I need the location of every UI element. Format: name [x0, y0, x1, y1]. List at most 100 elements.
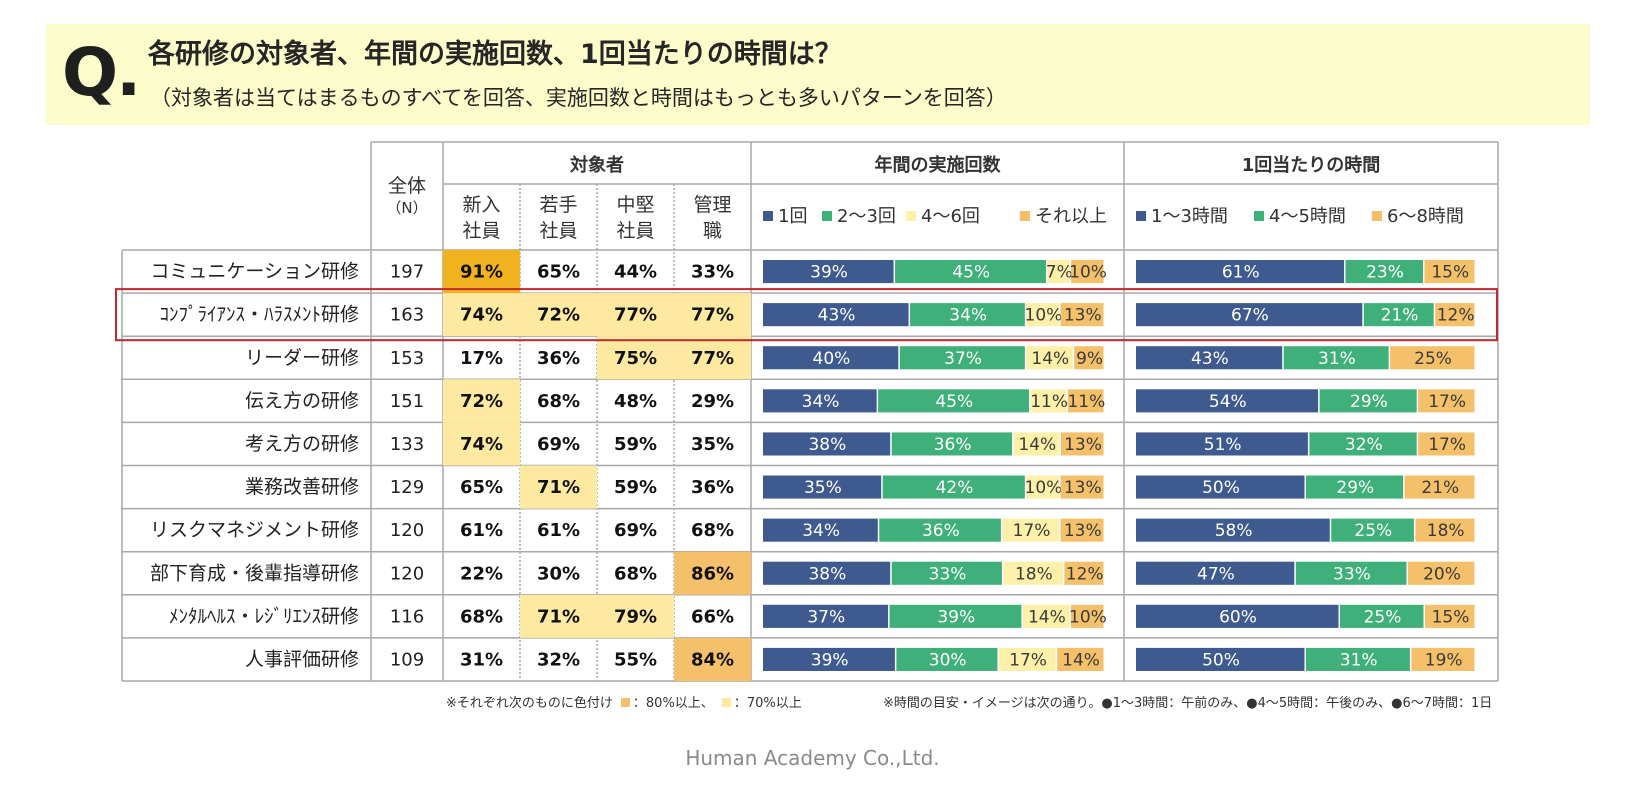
question-banner: Q. 各研修の対象者、年間の実施回数、1回当たりの時間は？ （対象者は当てはまる… [46, 24, 1590, 125]
duration-bar-label: 51% [1204, 435, 1242, 455]
target-cell-highlight [520, 293, 597, 337]
target-cell-highlight [674, 551, 751, 595]
target-value: 74% [460, 305, 503, 326]
row-name: コミュニケーション研修 [150, 261, 359, 283]
target-value: 30% [537, 563, 580, 584]
frequency-bar-segment [1026, 303, 1060, 327]
target-value: 77% [691, 305, 734, 326]
frequency-bar-label: 13% [1064, 435, 1102, 455]
frequency-bar-segment [763, 389, 877, 413]
frequency-bar-label: 36% [934, 435, 972, 455]
frequency-bar-label: 11% [1067, 392, 1105, 412]
duration-bar-segment [1424, 260, 1475, 284]
duration-bar-segment [1306, 647, 1410, 671]
frequency-bar-segment [879, 518, 1001, 542]
duration-bar-segment [1295, 561, 1407, 585]
target-cell-highlight [520, 465, 597, 509]
duration-bar-label: 67% [1231, 306, 1269, 326]
total-header: 全体 [388, 175, 426, 197]
target-cell-highlight [674, 293, 751, 337]
frequency-bar-label: 11% [1030, 392, 1068, 412]
frequency-bar-label: 34% [802, 392, 840, 412]
frequency-bar-label: 36% [922, 521, 960, 541]
frequency-bar-segment [763, 303, 909, 327]
frequency-bar-segment [878, 389, 1030, 413]
table-grid [121, 141, 1499, 682]
row-n: 120 [390, 563, 424, 584]
frequency-bar-segment [763, 475, 882, 499]
frequency-bar-segment [899, 346, 1025, 370]
frequency-bar-label: 39% [937, 607, 975, 627]
frequency-bar-segment [1060, 475, 1104, 499]
row-n: 109 [390, 649, 424, 670]
duration-bar-segment [1136, 647, 1305, 671]
duration-bar-segment [1283, 346, 1389, 370]
legend-swatch-icon [1136, 211, 1146, 221]
row-n: 129 [390, 477, 424, 498]
duration-bar-label: 60% [1219, 607, 1257, 627]
legend-label: 6～8時間 [1387, 206, 1464, 227]
target-value: 32% [537, 649, 580, 670]
target-value: 55% [614, 649, 657, 670]
frequency-bar-label: 10% [1069, 607, 1107, 627]
duration-bar-label: 17% [1428, 392, 1466, 412]
row-name: ﾒﾝﾀﾙﾍﾙｽ・ﾚｼﾞﾘｴﾝｽ研修 [169, 605, 359, 627]
frequency-bar-segment [889, 604, 1022, 628]
frequency-bar-label: 34% [949, 306, 987, 326]
target-cell-highlight [597, 594, 674, 638]
duration-bar-label: 61% [1222, 263, 1260, 283]
target-value: 35% [691, 434, 734, 455]
duration-bar-label: 20% [1423, 564, 1461, 584]
frequency-bar-label: 38% [808, 564, 846, 584]
swatch-70-icon [721, 698, 731, 707]
duration-bar-segment [1136, 346, 1283, 370]
highlight-box [115, 288, 1498, 342]
target-value: 17% [460, 348, 503, 369]
target-col-header: 管理 [693, 194, 731, 216]
duration-bar-label: 50% [1202, 650, 1240, 670]
frequency-bar-label: 13% [1064, 306, 1102, 326]
target-value: 36% [691, 477, 734, 498]
frequency-bar-label: 9% [1076, 349, 1103, 369]
duration-bar-segment [1363, 303, 1434, 327]
legend-label: 2～3回 [837, 206, 896, 227]
target-cell-highlight [443, 250, 520, 294]
frequency-bar-segment [1026, 346, 1073, 370]
chart-legends: 1回 2～3回 4～6回 それ以上 1～3時間 4～5時間 6～8時間 [763, 206, 1464, 227]
frequency-bar-label: 39% [810, 263, 848, 283]
target-value: 68% [691, 520, 734, 541]
target-value: 72% [460, 391, 503, 412]
target-value: 29% [691, 391, 734, 412]
frequency-bar-segment [1002, 518, 1060, 542]
row-n: 120 [390, 520, 424, 541]
duration-bar-label: 29% [1350, 392, 1388, 412]
legend-label: 1～3時間 [1151, 206, 1228, 227]
target-col-header: 社員 [539, 220, 577, 242]
target-cell-highlight [443, 422, 520, 466]
row-n: 153 [390, 348, 424, 369]
frequency-bar-segment [882, 475, 1025, 499]
duration-bar-label: 50% [1202, 478, 1240, 498]
target-value: 59% [614, 477, 657, 498]
duration-bar-label: 21% [1421, 478, 1459, 498]
frequency-bar-segment [1070, 604, 1104, 628]
frequency-bar-label: 13% [1064, 521, 1102, 541]
frequency-bar-label: 43% [818, 306, 856, 326]
duration-bar-segment [1136, 389, 1319, 413]
legend-swatch-icon [1254, 211, 1264, 221]
target-value: 86% [691, 563, 734, 584]
legend-swatch-icon [763, 211, 773, 221]
row-name: リスクマネジメント研修 [150, 519, 359, 541]
legend-label: それ以上 [1035, 206, 1107, 227]
target-value: 22% [460, 563, 503, 584]
target-value: 59% [614, 434, 657, 455]
row-name: 伝え方の研修 [245, 390, 359, 412]
target-value: 31% [460, 649, 503, 670]
frequency-bar-label: 10% [1025, 306, 1063, 326]
frequency-bar-segment [1060, 432, 1104, 456]
target-value: 71% [537, 477, 580, 498]
duration-bar-segment [1309, 432, 1417, 456]
duration-group-header: 1回当たりの時間 [1242, 154, 1381, 176]
frequency-bar-segment [763, 518, 878, 542]
